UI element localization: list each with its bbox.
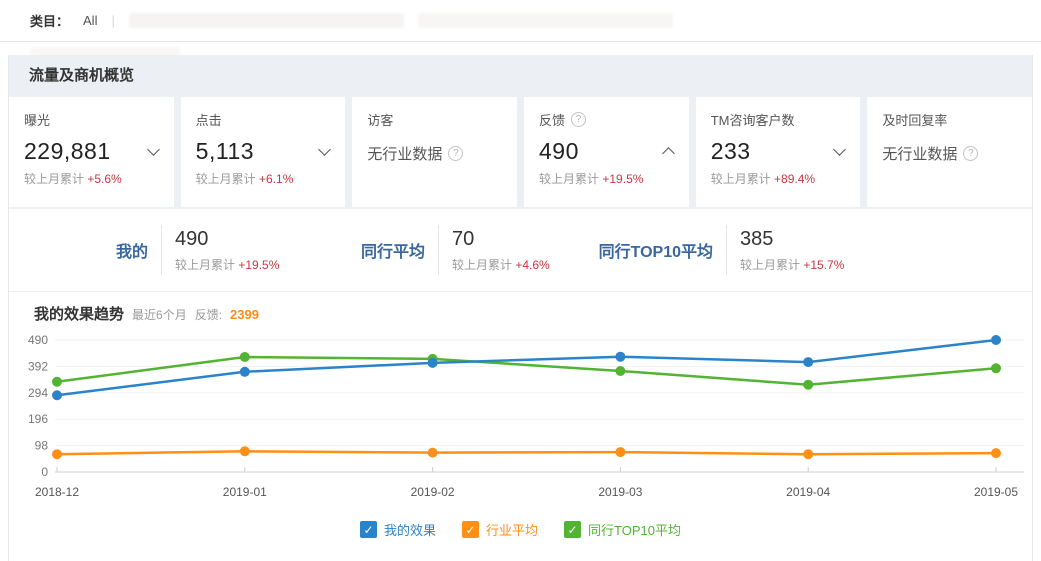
- card-clicks[interactable]: 点击 5,113 较上月累计 +6.1%: [180, 97, 346, 207]
- series-line: [55, 450, 998, 456]
- data-point[interactable]: [239, 366, 250, 377]
- x-axis-tick-label: 2019-03: [598, 485, 642, 499]
- delta-badge: +4.6%: [515, 258, 550, 272]
- comparison-label-top10-avg: 同行TOP10平均: [598, 244, 713, 261]
- panel-title: 流量及商机概览: [9, 55, 1032, 97]
- chart-metric-label: 反馈:: [194, 308, 223, 322]
- y-axis-tick-label: 98: [35, 439, 49, 453]
- data-point[interactable]: [615, 365, 626, 376]
- no-data-text: 无行业数据: [367, 146, 443, 163]
- feedback-comparison-row: 我的 490 较上月累计 +19.5% 同行平均 70 较上月累计 +4.6% …: [9, 209, 1032, 291]
- y-axis-tick-label: 490: [28, 333, 48, 347]
- legend-item-top10-avg[interactable]: ✓ 同行TOP10平均: [564, 520, 681, 539]
- data-point[interactable]: [991, 335, 1001, 345]
- legend-item-my-performance[interactable]: ✓ 我的效果: [360, 520, 436, 539]
- data-point[interactable]: [615, 351, 626, 362]
- data-point[interactable]: [239, 446, 250, 457]
- series-line: [55, 338, 998, 397]
- tm-inquiries-value: 233: [710, 138, 751, 164]
- exposure-value: 229,881: [24, 138, 111, 164]
- data-point[interactable]: [52, 376, 62, 387]
- data-point[interactable]: [52, 449, 62, 460]
- card-exposure[interactable]: 曝光 229,881 较上月累计 +5.6%: [9, 97, 174, 207]
- series-line: [55, 355, 998, 386]
- card-reply-rate[interactable]: 及时回复率 无行业数据?: [867, 97, 1033, 207]
- data-point[interactable]: [803, 379, 814, 390]
- clicks-value: 5,113: [195, 138, 255, 164]
- data-point[interactable]: [803, 357, 814, 368]
- card-visitors[interactable]: 访客 无行业数据?: [352, 97, 518, 207]
- trend-chart-svg: 0 98 196 294 392 490 2018-12 2019-01 2019-02 2019…: [28, 333, 1024, 499]
- data-point[interactable]: [615, 447, 626, 458]
- checkbox-checked-icon[interactable]: ✓: [564, 521, 582, 538]
- delta-badge: +19.5%: [238, 258, 280, 272]
- traffic-overview-panel: 流量及商机概览 曝光 229,881 较上月累计 +5.6% 点击 5,113 …: [8, 55, 1033, 561]
- y-axis-tick-label: 392: [28, 359, 48, 373]
- feedback-value: 490: [539, 138, 579, 164]
- x-axis-tick-label: 2019-01: [223, 485, 267, 499]
- trend-chart-section: 我的效果趋势 最近6个月 反馈: 2399 0 98 196 294 392 490 201…: [9, 291, 1032, 561]
- delta-badge: +6.1%: [259, 172, 294, 186]
- y-axis-tick-label: 294: [28, 386, 48, 400]
- category-label: 类目：: [30, 14, 70, 29]
- category-value-all[interactable]: All: [83, 13, 98, 28]
- redacted-area: [128, 13, 404, 28]
- card-feedback[interactable]: 反馈? 490 较上月累计 +19.5%: [524, 97, 689, 207]
- y-axis-tick-label: 0: [41, 465, 48, 479]
- y-axis-tick-label: 196: [28, 412, 48, 426]
- x-axis-tick-label: 2019-02: [411, 485, 455, 499]
- question-icon[interactable]: ?: [448, 146, 464, 161]
- data-point[interactable]: [52, 390, 62, 401]
- data-point[interactable]: [991, 448, 1001, 459]
- delta-badge: +89.4%: [774, 172, 816, 186]
- divider: |: [111, 13, 115, 28]
- comparison-label-mine: 我的: [115, 244, 148, 261]
- redacted-area: [417, 13, 673, 28]
- chart-subtitle: 最近6个月: [132, 308, 187, 322]
- delta-badge: +5.6%: [87, 172, 122, 186]
- data-point[interactable]: [427, 357, 438, 368]
- no-data-text: 无行业数据: [882, 146, 958, 163]
- data-point[interactable]: [803, 449, 814, 460]
- question-icon[interactable]: ?: [571, 112, 587, 127]
- redacted-area: [30, 47, 180, 58]
- x-axis-tick-label: 2018-12: [35, 485, 79, 499]
- legend-item-industry-avg[interactable]: ✓ 行业平均: [462, 520, 538, 539]
- delta-badge: +15.7%: [803, 258, 845, 272]
- question-icon[interactable]: ?: [963, 146, 979, 161]
- metric-cards-row: 曝光 229,881 较上月累计 +5.6% 点击 5,113 较上月累计 +6…: [9, 97, 1033, 209]
- checkbox-checked-icon[interactable]: ✓: [360, 521, 377, 538]
- chart-legend: ✓ 我的效果 ✓ 行业平均 ✓ 同行TOP10平均: [9, 520, 1032, 539]
- comparison-mine: 490 较上月累计 +19.5%: [161, 225, 279, 275]
- comparison-top10-avg: 385 较上月累计 +15.7%: [726, 225, 844, 275]
- chart-title: 我的效果趋势: [34, 306, 125, 323]
- checkbox-checked-icon[interactable]: ✓: [462, 521, 480, 538]
- category-filter-bar: 类目： All |: [0, 0, 1041, 42]
- comparison-peer-avg: 70 较上月累计 +4.6%: [438, 225, 550, 275]
- x-axis-tick-label: 2019-04: [786, 485, 830, 499]
- delta-badge: +19.5%: [602, 172, 644, 186]
- x-axis-tick-label: 2019-05: [974, 485, 1018, 499]
- data-point[interactable]: [239, 351, 250, 362]
- data-point[interactable]: [991, 363, 1001, 374]
- chart-metric-value: 2399: [230, 307, 259, 322]
- card-tm-inquiries[interactable]: TM咨询客户数 233 较上月累计 +89.4%: [695, 97, 861, 207]
- data-point[interactable]: [427, 447, 438, 458]
- chart-header: 我的效果趋势 最近6个月 反馈: 2399: [34, 303, 259, 324]
- comparison-label-peer-avg: 同行平均: [360, 244, 425, 261]
